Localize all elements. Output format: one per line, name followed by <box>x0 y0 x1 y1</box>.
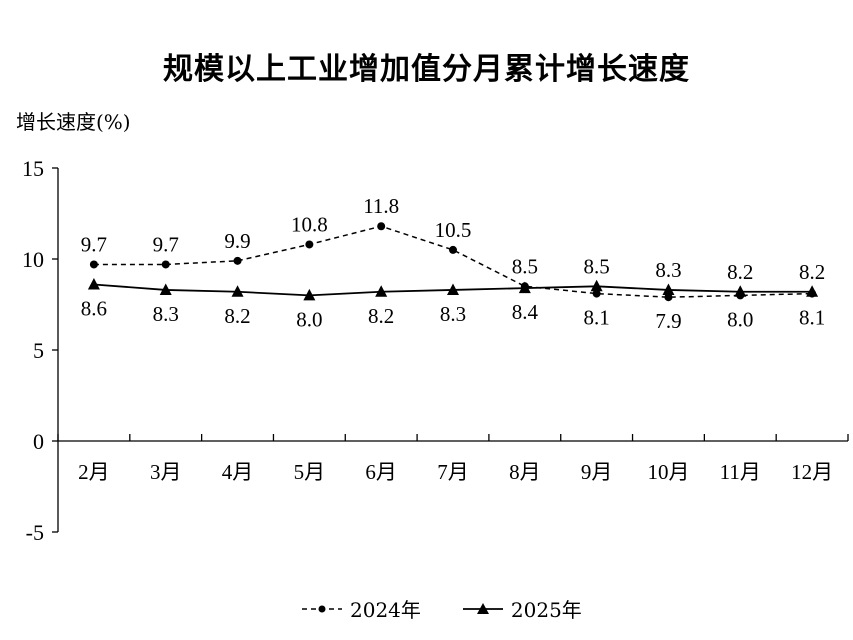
data-label-2025: 8.2 <box>368 304 394 328</box>
x-tick-label: 2月 <box>78 460 110 484</box>
x-tick-label: 5月 <box>294 460 326 484</box>
data-label-2025: 8.0 <box>296 307 322 331</box>
point-2025 <box>518 281 531 294</box>
axes: 15 10 5 0 -5 2月 3月 4月 5月 6月 7月 8月 9月 10月 11月 12月 <box>22 156 849 545</box>
y-tick-label: 10 <box>22 247 44 272</box>
data-label-2024: 8.1 <box>799 306 825 330</box>
data-label-2024: 8.0 <box>727 307 753 331</box>
point-2024 <box>233 256 242 265</box>
legend-item-2025: 2025年 <box>461 594 582 623</box>
point-2025 <box>447 283 459 295</box>
point-2024 <box>377 222 386 231</box>
point-2024 <box>161 260 170 269</box>
data-label-2025: 8.2 <box>727 260 753 284</box>
data-label-2025: 8.3 <box>153 302 179 326</box>
data-label-2024: 9.9 <box>224 229 250 253</box>
legend-item-2024: 2024年 <box>300 594 421 623</box>
x-tick-label: 11月 <box>720 460 761 484</box>
y-axis-label: 增长速度(%) <box>16 110 131 134</box>
x-tick-label: 10月 <box>647 460 689 484</box>
data-label-2025: 8.5 <box>584 254 610 278</box>
data-label-2025: 8.4 <box>512 300 539 324</box>
data-label-2025: 8.3 <box>655 258 681 282</box>
legend-label-2024: 2024年 <box>350 598 421 622</box>
point-2025 <box>231 285 244 297</box>
legend: 2024年 2025年 <box>300 594 622 623</box>
data-label-2025: 8.2 <box>224 304 250 328</box>
legend-dashed-circle-icon <box>302 605 342 612</box>
point-2024 <box>449 245 457 254</box>
y-tick-label: -5 <box>26 520 44 545</box>
legend-solid-triangle-icon <box>462 602 503 614</box>
chart-title: 规模以上工业增加值分月累计增长速度 <box>163 52 690 87</box>
series-2025 <box>87 277 819 301</box>
y-tick-label: 0 <box>33 429 44 454</box>
data-label-2024: 7.9 <box>655 309 681 333</box>
x-tick-label: 4月 <box>222 460 254 484</box>
legend-label-2025: 2025年 <box>510 598 582 622</box>
line-chart: 15 10 5 0 -5 2月 3月 4月 5月 6月 7月 8月 9月 10月 11月 12月 9.7 8.6… <box>22 156 849 545</box>
point-2025 <box>303 288 316 301</box>
x-tick-label: 6月 <box>365 460 397 484</box>
data-label-2024: 8.5 <box>512 254 538 278</box>
data-label-2025: 8.3 <box>440 302 466 326</box>
point-2025 <box>590 279 603 292</box>
data-label-2024: 10.8 <box>291 212 328 236</box>
x-tick-label: 12月 <box>791 460 833 484</box>
data-label-2024: 9.7 <box>153 232 179 256</box>
point-2024 <box>89 260 98 269</box>
data-label-2024: 11.8 <box>363 194 399 218</box>
point-2025 <box>159 283 172 295</box>
point-2024 <box>305 240 314 249</box>
point-2024 <box>592 289 601 298</box>
x-tick-label: 9月 <box>581 460 613 484</box>
data-label-2025: 8.6 <box>81 296 107 320</box>
y-tick-label: 15 <box>22 156 44 181</box>
point-2025 <box>734 285 747 297</box>
point-2024 <box>664 293 673 302</box>
x-tick-label: 7月 <box>437 460 469 484</box>
point-2025 <box>375 285 388 297</box>
y-tick-label: 5 <box>33 338 44 363</box>
data-label-2024: 8.1 <box>584 306 610 330</box>
data-label-2024: 10.5 <box>435 218 472 242</box>
data-label-2025: 8.2 <box>799 260 825 284</box>
data-labels: 9.7 8.6 9.7 8.3 9.9 8.2 10.8 8.0 11.8 8.2 10.5 8.3 8… <box>81 194 825 333</box>
point-2025 <box>87 277 100 290</box>
point-2025 <box>806 285 819 297</box>
data-label-2024: 9.7 <box>81 232 107 256</box>
x-tick-label: 8月 <box>509 460 541 484</box>
point-2025 <box>662 283 675 295</box>
x-tick-label: 3月 <box>150 460 182 484</box>
series-line-2024 <box>93 225 813 298</box>
